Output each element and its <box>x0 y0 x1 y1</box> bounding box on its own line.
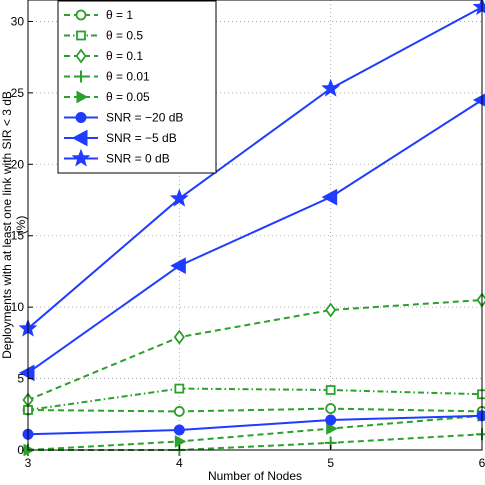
y-tick-label: 15 <box>11 229 25 243</box>
x-axis-label: Number of Nodes <box>208 469 302 483</box>
legend-item: θ = 0.01 <box>64 70 150 84</box>
legend-marker-swatch <box>75 9 87 21</box>
data-point <box>173 406 185 417</box>
data-point <box>325 414 337 426</box>
series-7 <box>18 93 485 382</box>
y-axis-label: Deployments with at least one link with … <box>0 91 14 359</box>
legend-marker-swatch <box>76 30 86 41</box>
data-point <box>18 364 35 382</box>
series-6 <box>22 410 485 440</box>
y-tick-label: 5 <box>17 372 24 386</box>
legend: θ = 1 θ = 0.5 θ = 0.1 θ = 0.01 θ = 0.05 SNR =… <box>57 0 217 174</box>
x-tick-label: 5 <box>327 456 334 470</box>
series-line <box>27 414 483 451</box>
series-line <box>27 414 483 436</box>
legend-marker-swatch <box>76 90 89 104</box>
series-line <box>28 433 483 451</box>
legend-label: SNR = 0 dB <box>106 152 170 166</box>
legend-label: θ = 0.1 <box>106 49 143 63</box>
legend-marker-swatch <box>75 48 87 64</box>
x-tick-label: 6 <box>479 456 485 470</box>
series-line <box>27 6 483 330</box>
legend-label: θ = 0.01 <box>106 70 150 84</box>
axis-ticks: 3 4 5 6 0 5 10 15 20 25 30 <box>11 14 485 470</box>
legend-item: θ = 1 <box>64 8 133 22</box>
data-point <box>173 424 185 436</box>
data-point <box>170 257 186 275</box>
series-line <box>27 99 483 374</box>
legend-item: θ = 0.05 <box>64 90 150 104</box>
y-tick-label: 0 <box>17 443 24 457</box>
legend-label: SNR = −20 dB <box>106 111 183 125</box>
series-3 <box>22 292 485 408</box>
legend-label: θ = 1 <box>106 8 133 22</box>
y-axis-label-unit: (%) <box>14 216 28 235</box>
series-line <box>27 299 483 401</box>
y-tick-label: 25 <box>11 86 25 100</box>
y-tick-label: 20 <box>11 157 25 171</box>
data-point <box>325 302 337 318</box>
series-2 <box>23 383 485 415</box>
legend-label: SNR = −5 dB <box>106 131 177 145</box>
plot-frame <box>27 0 483 451</box>
data-point <box>476 410 485 422</box>
data-point <box>326 422 338 435</box>
x-tick-label: 4 <box>176 456 183 470</box>
data-point <box>476 292 485 308</box>
legend-marker-swatch <box>75 70 87 83</box>
data-point <box>169 188 189 207</box>
data-point <box>476 428 485 441</box>
data-point <box>325 385 336 395</box>
legend-item: SNR = −5 dB <box>64 129 177 147</box>
data-point <box>321 78 341 97</box>
legend-marker-swatch <box>71 148 91 167</box>
grid-lines <box>28 0 482 450</box>
legend-box <box>57 0 217 174</box>
legend-item: SNR = −20 dB <box>64 111 183 125</box>
legend-marker-swatch <box>71 129 88 147</box>
legend-label: θ = 0.05 <box>106 90 150 104</box>
data-point <box>174 383 185 394</box>
series-1 <box>22 403 485 417</box>
data-point <box>321 188 338 206</box>
data-point <box>325 403 337 414</box>
y-tick-label: 30 <box>11 14 25 28</box>
legend-item: SNR = 0 dB <box>64 148 170 167</box>
data-point <box>472 0 485 16</box>
series-line <box>27 387 483 411</box>
y-tick-label: 10 <box>11 300 25 314</box>
data-point <box>174 435 187 448</box>
series-line <box>27 407 483 413</box>
legend-label: θ = 0.5 <box>106 29 143 43</box>
legend-marker-swatch <box>75 112 87 123</box>
data-point <box>173 329 185 345</box>
legend-item: θ = 0.1 <box>64 48 143 64</box>
legend-item: θ = 0.5 <box>64 29 143 43</box>
x-tick-label: 3 <box>25 456 32 470</box>
